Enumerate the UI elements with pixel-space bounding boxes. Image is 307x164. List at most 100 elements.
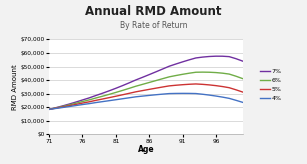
5%	[181, 84, 184, 86]
4%	[114, 99, 118, 101]
6%	[87, 99, 91, 101]
4%	[227, 97, 231, 99]
5%	[101, 98, 104, 100]
4%	[154, 94, 158, 96]
7%	[94, 95, 98, 97]
6%	[201, 71, 204, 73]
7%	[207, 55, 211, 57]
4%	[127, 97, 131, 99]
6%	[234, 75, 238, 77]
5%	[107, 97, 111, 99]
5%	[187, 83, 191, 85]
6%	[101, 95, 104, 97]
5%	[227, 87, 231, 89]
5%	[114, 95, 118, 97]
4%	[234, 99, 238, 101]
5%	[167, 85, 171, 87]
6%	[161, 78, 164, 80]
Y-axis label: RMD Amount: RMD Amount	[12, 64, 18, 110]
7%	[194, 57, 198, 59]
4%	[81, 103, 84, 105]
X-axis label: Age: Age	[138, 145, 154, 154]
6%	[194, 71, 198, 73]
5%	[241, 91, 244, 93]
6%	[107, 93, 111, 95]
7%	[167, 65, 171, 67]
5%	[127, 92, 131, 94]
5%	[194, 83, 198, 85]
7%	[234, 58, 238, 60]
6%	[134, 85, 138, 87]
5%	[174, 84, 178, 86]
7%	[67, 103, 71, 105]
7%	[214, 55, 218, 57]
7%	[174, 63, 178, 65]
4%	[74, 105, 78, 107]
4%	[161, 93, 164, 95]
4%	[107, 100, 111, 102]
7%	[101, 92, 104, 94]
5%	[234, 89, 238, 91]
4%	[221, 96, 224, 98]
5%	[121, 94, 124, 96]
4%	[141, 95, 144, 97]
4%	[94, 102, 98, 103]
6%	[141, 83, 144, 85]
4%	[181, 92, 184, 94]
4%	[194, 92, 198, 94]
6%	[241, 78, 244, 80]
5%	[161, 86, 164, 88]
6%	[114, 92, 118, 93]
4%	[167, 93, 171, 95]
6%	[154, 80, 158, 82]
4%	[214, 95, 218, 97]
7%	[227, 56, 231, 58]
7%	[134, 79, 138, 81]
6%	[214, 72, 218, 73]
4%	[54, 107, 58, 109]
5%	[67, 105, 71, 107]
4%	[87, 103, 91, 105]
6%	[81, 101, 84, 102]
4%	[241, 101, 244, 103]
Line: 4%: 4%	[49, 93, 243, 109]
7%	[147, 74, 151, 76]
5%	[134, 91, 138, 93]
7%	[81, 99, 84, 101]
4%	[207, 94, 211, 96]
6%	[94, 97, 98, 99]
4%	[47, 108, 51, 110]
6%	[60, 105, 64, 107]
6%	[47, 108, 51, 110]
4%	[121, 98, 124, 100]
7%	[107, 90, 111, 92]
4%	[101, 101, 104, 103]
Line: 5%: 5%	[49, 84, 243, 109]
Line: 7%: 7%	[49, 56, 243, 109]
6%	[121, 89, 124, 91]
5%	[47, 108, 51, 110]
7%	[47, 108, 51, 110]
5%	[154, 87, 158, 89]
5%	[147, 88, 151, 90]
5%	[74, 103, 78, 105]
6%	[181, 73, 184, 75]
7%	[121, 85, 124, 87]
5%	[141, 90, 144, 92]
7%	[74, 101, 78, 103]
6%	[207, 71, 211, 73]
Text: Annual RMD Amount: Annual RMD Amount	[85, 5, 222, 18]
5%	[87, 101, 91, 103]
6%	[174, 75, 178, 77]
6%	[54, 107, 58, 109]
4%	[201, 93, 204, 95]
5%	[207, 84, 211, 86]
5%	[54, 107, 58, 109]
6%	[221, 72, 224, 74]
4%	[174, 92, 178, 94]
7%	[221, 55, 224, 57]
7%	[161, 68, 164, 70]
7%	[154, 71, 158, 73]
4%	[147, 94, 151, 96]
4%	[67, 106, 71, 108]
